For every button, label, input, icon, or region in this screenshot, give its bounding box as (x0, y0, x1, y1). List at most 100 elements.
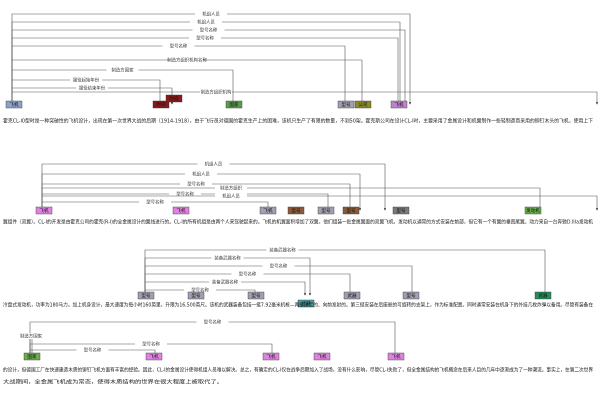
relation-label-bg (162, 43, 195, 49)
entity-tag (337, 100, 355, 109)
relation-label: 制造方国家 (112, 67, 135, 74)
relation-label-bg (169, 191, 201, 197)
sentence-text: 大战期间，全金属飞机成为常态，使得木质结构的世界在很大程度上被取代了。 (3, 378, 223, 386)
entity-label: 时间 (169, 95, 179, 102)
relation-label-bg (209, 279, 241, 285)
relation-label: 装备武器名称 (212, 279, 239, 286)
entity-label: 飞机 (263, 207, 273, 214)
entity-label: 型号 (341, 101, 351, 108)
entity-tag (152, 100, 170, 109)
entity-tag (343, 291, 361, 300)
entity-label: 型号 (141, 292, 151, 299)
relation-label: 机组人员 (205, 161, 223, 168)
relation-label-bg (231, 271, 264, 277)
entity-tag (534, 291, 552, 300)
relation-label-bg (192, 27, 225, 33)
entity-label: 型号 (406, 292, 416, 299)
sentence-text: 的设计，但德国工厂在快速建造木质的铆钉飞机方面有丰富的经验。因此，CL-I的金属… (3, 366, 593, 374)
entity-label: 发动机 (526, 207, 540, 214)
relation-label: 服役结束年份 (79, 85, 106, 92)
relation-label: 型号名称 (146, 199, 164, 206)
relation-label-bg (190, 19, 222, 25)
relation-label-bg (76, 347, 109, 353)
relation-label: 型号名称 (176, 191, 194, 198)
sentence-text: 翼组件（双翼）。CL-I的开发是由霍克公司的霍克(R-I)的全金属设计的翼线进行… (3, 218, 594, 226)
relation-label-bg (196, 319, 229, 325)
entity-label: 飞机 (39, 207, 49, 214)
entity-label: 飞机 (266, 353, 276, 360)
entity-label: 武器 (347, 292, 357, 299)
relation-label: 制造方组织机构 (201, 89, 232, 96)
relation-label: 机组人员 (202, 11, 220, 18)
entity-tag (287, 206, 305, 215)
relation-arc (41, 163, 387, 211)
entity-tag (392, 206, 410, 215)
entity-label: 时间 (156, 101, 166, 108)
entity-label: 型号 (191, 292, 201, 299)
entity-tag (35, 206, 53, 215)
entity-tag (259, 206, 277, 215)
entity-tag (317, 206, 335, 215)
relation-label-bg (211, 255, 244, 261)
relation-arc (41, 187, 542, 211)
entity-tag (172, 206, 190, 215)
relation-arc (11, 59, 364, 105)
entity-label: 飞机 (317, 353, 327, 360)
entity-tag (354, 100, 372, 109)
relation-label-bg (70, 77, 102, 83)
relation-label: 型号名称 (191, 287, 209, 294)
entity-tag (262, 352, 280, 361)
relation-arc (11, 91, 599, 105)
entity-tag (313, 352, 331, 361)
relation-label-bg (139, 199, 171, 205)
entity-label: 型号 (291, 207, 301, 214)
relation-label-bg (185, 171, 217, 177)
relation-label: 制造方组织机构名称 (167, 57, 207, 64)
relation-label: 机组人员 (197, 19, 215, 26)
entity-tag (524, 206, 542, 215)
relation-arc (11, 69, 235, 105)
entity-tag (23, 352, 41, 361)
entity-label: 公司 (358, 102, 368, 108)
entity-label: 国家 (229, 101, 239, 108)
entity-label: 国家 (27, 353, 37, 360)
entity-label: 飞机 (9, 101, 19, 108)
relation-label-bg (15, 333, 47, 339)
entity-label: 飞机 (149, 353, 159, 360)
entity-label: 型号 (346, 207, 356, 214)
relation-label-bg (76, 85, 108, 91)
sentence-text: 冷盘式发动机，功率为180马力。加上机身设计，最大速度为每小时160英里，升限为… (3, 301, 593, 309)
relation-label-bg (135, 341, 167, 347)
relation-label-bg (215, 193, 247, 199)
relation-label: 装备武器名称 (214, 255, 241, 262)
relation-label: 型号名称 (270, 263, 288, 270)
entity-tag (5, 100, 23, 109)
entity-tag (145, 352, 163, 361)
relation-label: 型号名称 (200, 27, 218, 34)
relation-label-bg (200, 89, 232, 95)
relation-label-bg (171, 57, 203, 63)
entity-label: 飞机 (176, 207, 186, 214)
entity-label: 飞机 (394, 101, 404, 108)
entity-label: 型号 (321, 207, 331, 214)
entity-tag (297, 299, 315, 308)
relation-label-bg (106, 67, 139, 73)
entity-label: 武器 (538, 292, 548, 299)
relation-label-bg (262, 263, 295, 269)
relation-label: 型号名称 (142, 341, 160, 348)
relation-label-bg (197, 161, 230, 167)
entity-tag (390, 100, 408, 109)
entity-label: 型号 (251, 292, 261, 299)
relation-label-bg (180, 181, 212, 187)
entity-label: 飞机 (391, 353, 401, 360)
entity-label: 武器 (301, 300, 311, 307)
relation-label: 服役起始年份 (73, 77, 100, 84)
entity-tag (387, 352, 405, 361)
relation-label: 制造方组织 (220, 185, 243, 192)
relation-label: 型号名称 (170, 43, 188, 50)
entity-tag (165, 94, 183, 103)
entity-tag (187, 291, 205, 300)
relation-label: 装备武器名称 (269, 247, 296, 254)
relation-label: 型号名称 (204, 319, 222, 326)
